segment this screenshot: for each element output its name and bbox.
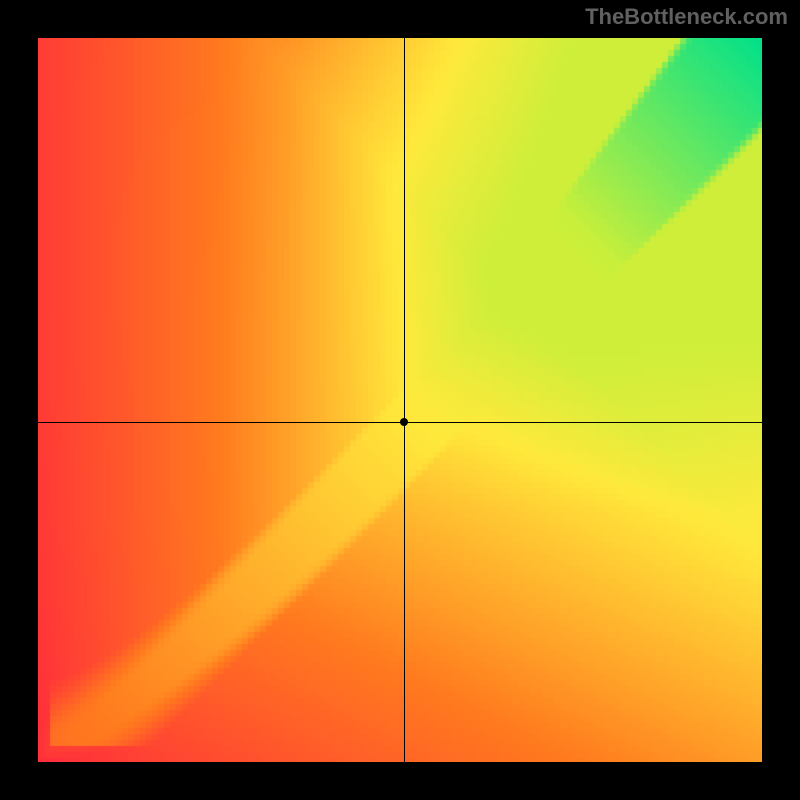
heatmap-canvas <box>38 38 762 762</box>
watermark-text: TheBottleneck.com <box>585 4 788 30</box>
crosshair-vertical <box>404 38 405 762</box>
chart-container: TheBottleneck.com <box>0 0 800 800</box>
plot-area <box>38 38 762 762</box>
crosshair-marker-dot <box>400 418 408 426</box>
